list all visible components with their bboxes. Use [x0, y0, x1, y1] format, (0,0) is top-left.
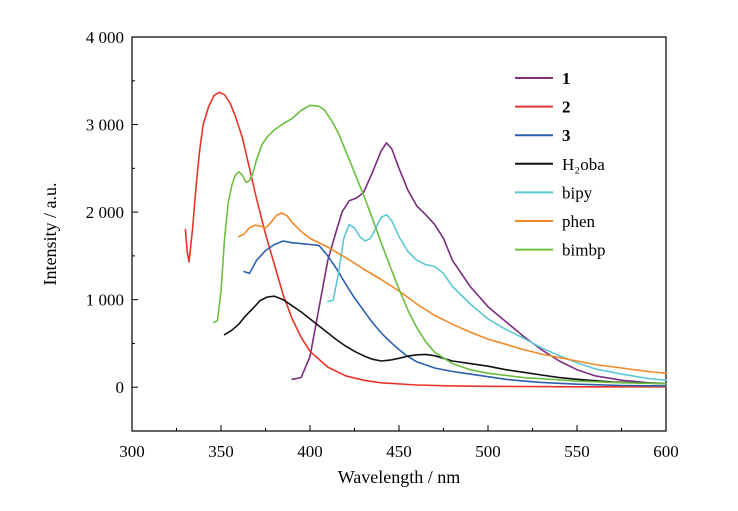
y-tick-label: 3 000: [86, 116, 124, 135]
x-axis-ticks: 300 350 400 450 500 550 600: [119, 425, 679, 461]
legend-label: bimbp: [562, 241, 605, 260]
y-axis-title: Intensity / a.u.: [40, 183, 60, 286]
series-line-2: [184, 91, 667, 388]
legend-label: 2: [562, 98, 571, 117]
legend-label: phen: [562, 212, 596, 231]
series-line-6: [238, 212, 667, 375]
legend-label: H₂oba: [562, 155, 605, 174]
x-tick-label: 350: [208, 442, 234, 461]
series-line-5: [326, 213, 667, 382]
legend-label: 3: [562, 126, 571, 145]
legend-label: 1: [562, 69, 571, 88]
x-tick-label: 500: [475, 442, 501, 461]
x-tick-label: 550: [564, 442, 590, 461]
series-line-7: [213, 104, 667, 385]
axes-frame: [131, 36, 667, 432]
y-axis-ticks: 0 1 000 2 000 3 000 4 000: [86, 28, 138, 432]
y-tick-label: 2 000: [86, 203, 124, 222]
y-tick-label: 4 000: [86, 28, 124, 47]
legend: 1 2 3 H₂oba bipy phen bimbp: [515, 69, 605, 260]
y-tick-label: 0: [116, 378, 125, 397]
legend-label: bipy: [562, 183, 593, 202]
plot-series: [184, 91, 667, 388]
x-tick-label: 600: [653, 442, 679, 461]
series-line-1: [291, 142, 667, 385]
x-axis-title: Wavelength / nm: [338, 467, 461, 487]
x-tick-label: 400: [297, 442, 323, 461]
y-tick-label: 1 000: [86, 291, 124, 310]
series-line-4: [223, 295, 667, 385]
plot-frame: [131, 36, 667, 432]
x-tick-label: 300: [119, 442, 145, 461]
x-tick-label: 450: [386, 442, 412, 461]
series-line-3: [243, 240, 667, 387]
